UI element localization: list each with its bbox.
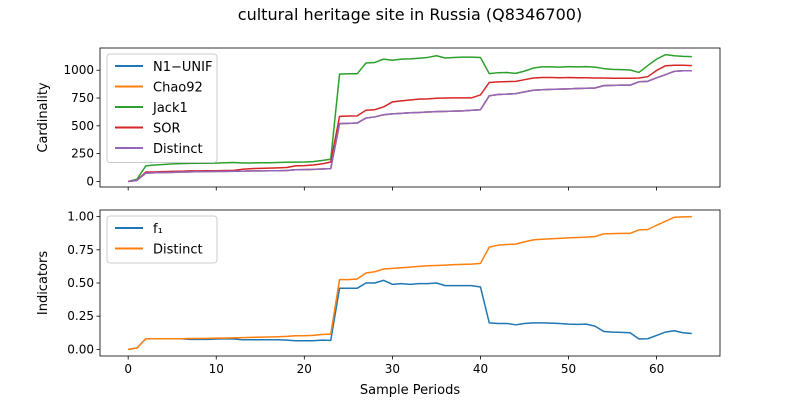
cardinality-legend-label: N1−UNIF bbox=[153, 60, 212, 75]
cardinality-y-tick-label: 250 bbox=[71, 147, 94, 161]
cardinality-legend-label: Distinct bbox=[153, 142, 203, 157]
cardinality-axes-frame bbox=[99, 47, 721, 188]
cardinality-y-tick-label: 0 bbox=[86, 174, 94, 188]
indicators-series-f-line bbox=[128, 279, 692, 351]
indicators-panel: 0 10 20 30 40 50 60 0.00 0.25 0.50 0.75 1.00 Indicat… bbox=[36, 209, 721, 376]
cardinality-legend-label: Jack1 bbox=[152, 101, 188, 116]
indicators-y-tick-label: 0.75 bbox=[67, 243, 94, 257]
cardinality-y-tick-label: 750 bbox=[71, 91, 94, 105]
cardinality-y-tick-label: 500 bbox=[71, 119, 94, 133]
x-axis-label: Sample Periods bbox=[360, 383, 460, 398]
cardinality-legend-box bbox=[106, 53, 218, 163]
cardinality-legend-label: SOR bbox=[153, 122, 181, 137]
cardinality-series-jack1-line bbox=[127, 53, 692, 183]
indicators-y-tick-label: 0.25 bbox=[67, 309, 94, 323]
indicators-x-tick-label: 60 bbox=[649, 362, 664, 376]
indicators-x-tick-label: 10 bbox=[209, 362, 224, 376]
cardinality-legend-label: Chao92 bbox=[153, 81, 203, 96]
indicators-x-tick-label: 30 bbox=[385, 362, 400, 376]
indicators-x-tick-label: 0 bbox=[124, 362, 132, 376]
indicators-y-tick-label: 0.00 bbox=[67, 342, 94, 356]
cardinality-y-axis-label: Cardinality bbox=[36, 82, 51, 153]
indicators-y-tick-label: 0.50 bbox=[67, 276, 94, 290]
indicators-legend-label: f₁ bbox=[153, 222, 163, 237]
indicators-y-tick-label: 1.00 bbox=[67, 210, 94, 224]
cardinality-panel: 0 250 500 750 1000 Cardinality N1−UNIF Chao92 Ja… bbox=[36, 47, 721, 191]
cardinality-series-distinct-line bbox=[128, 70, 692, 183]
cardinality-y-tick-label: 1000 bbox=[63, 63, 94, 77]
indicators-x-tick-label: 40 bbox=[473, 362, 488, 376]
indicators-x-tick-label: 50 bbox=[561, 362, 576, 376]
indicators-legend: f₁ Distinct bbox=[106, 215, 218, 264]
cardinality-legend: N1−UNIF Chao92 Jack1 SOR Distinct bbox=[106, 53, 218, 163]
indicators-x-tick-label: 20 bbox=[297, 362, 312, 376]
cardinality-series-sor-line bbox=[128, 64, 692, 183]
indicators-y-axis-label: Indicators bbox=[36, 251, 51, 315]
indicators-series-distinct-line bbox=[128, 215, 692, 351]
indicators-legend-label: Distinct bbox=[153, 243, 203, 258]
figure-title: cultural heritage site in Russia (Q83467… bbox=[238, 5, 582, 24]
